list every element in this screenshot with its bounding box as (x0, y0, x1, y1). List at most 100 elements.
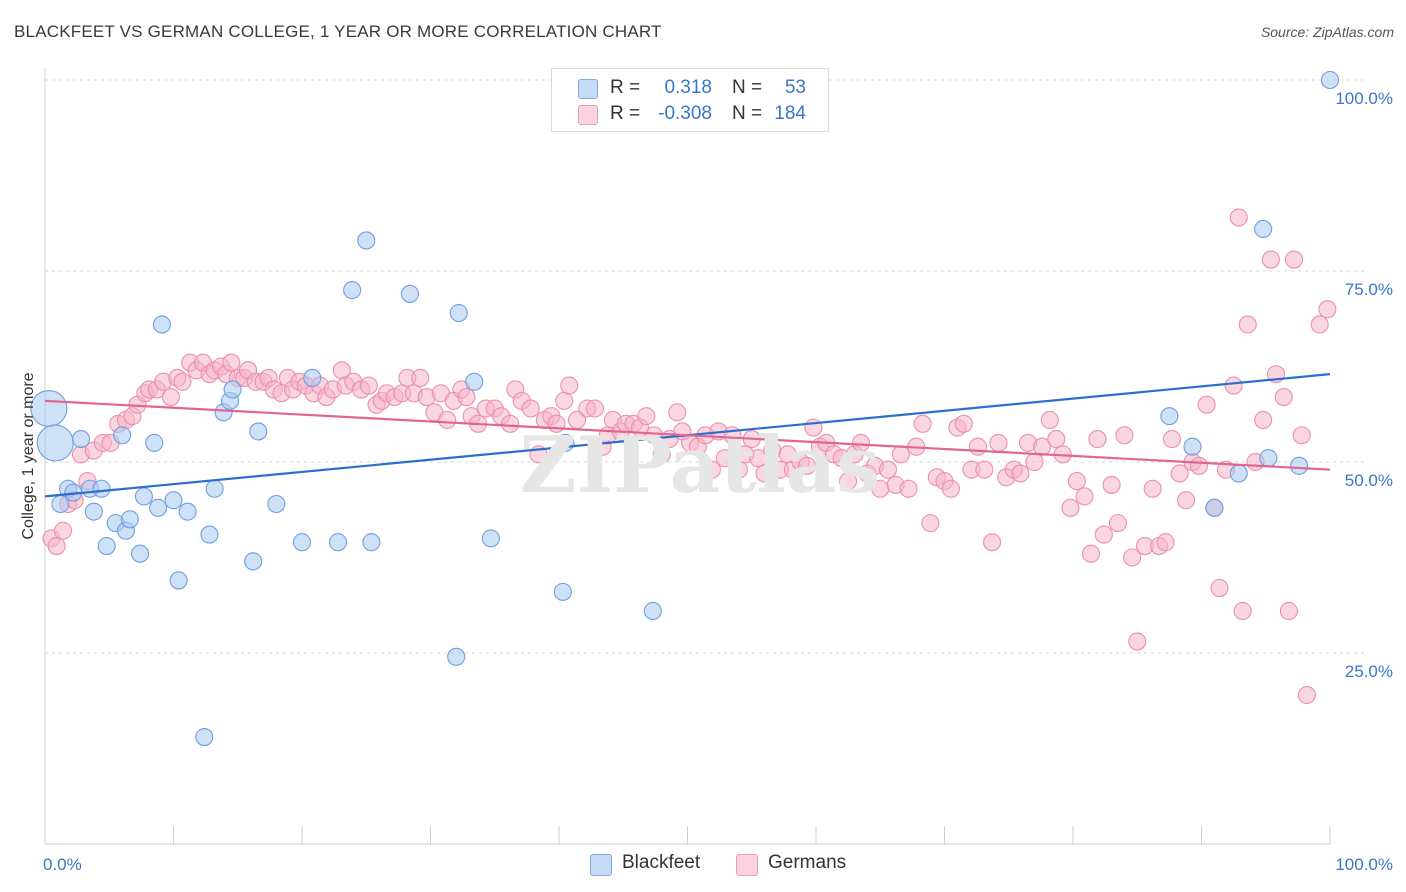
point-germans (668, 403, 687, 422)
point-germans (501, 414, 520, 433)
point-germans (1170, 464, 1189, 483)
point-germans (1081, 544, 1101, 563)
correlation-legend: R = 0.318 N = 53 R = -0.308 N = 184 (551, 68, 829, 132)
legend-r-label: R = (610, 77, 641, 98)
point-germans (1047, 430, 1066, 449)
point-blackfeet (195, 727, 214, 747)
point-germans (53, 521, 73, 540)
point-germans (585, 399, 605, 418)
point-blackfeet (267, 494, 286, 514)
trend-line-germans (44, 399, 1331, 471)
point-germans (1274, 388, 1293, 407)
point-germans (438, 410, 457, 430)
point-germans (555, 391, 574, 410)
point-blackfeet (465, 372, 484, 391)
point-germans (1162, 430, 1181, 449)
point-germans (1292, 426, 1311, 445)
point-germans (1088, 430, 1107, 449)
point-blackfeet (481, 529, 500, 548)
data-points (30, 70, 1340, 747)
legend-label-germans: Germans (768, 852, 847, 873)
y-tick-label: 75.0% (1345, 280, 1393, 299)
point-blackfeet (134, 487, 153, 506)
point-germans (1238, 315, 1257, 334)
point-blackfeet (169, 571, 188, 590)
legend-n-label: N = (732, 103, 763, 124)
point-germans (411, 368, 430, 388)
legend-swatch-germans (736, 854, 758, 876)
legend-r-value: -0.308 (658, 103, 712, 124)
point-blackfeet (328, 533, 348, 552)
point-germans (1094, 525, 1113, 544)
point-germans (1115, 426, 1134, 445)
point-germans (797, 456, 817, 475)
legend-swatch-blackfeet (590, 854, 612, 876)
point-germans (1143, 479, 1162, 498)
point-germans (1297, 685, 1316, 705)
point-germans (1261, 250, 1280, 269)
point-blackfeet (97, 536, 116, 556)
point-germans (941, 479, 960, 498)
point-germans (222, 353, 241, 372)
point-germans (1025, 452, 1044, 472)
point-blackfeet (145, 433, 164, 452)
point-blackfeet (113, 426, 132, 445)
x-tick-label: 0.0% (43, 855, 82, 874)
point-blackfeet (200, 525, 219, 544)
legend-row-germans: R = -0.308 N = 184 (552, 101, 828, 127)
point-germans (878, 460, 898, 479)
point-germans (173, 372, 192, 391)
tick-labels: 25.0% 50.0% 75.0% 100.0% 0.0% 100.0% College, … (20, 89, 1393, 874)
point-blackfeet (343, 281, 362, 300)
point-blackfeet (223, 380, 242, 399)
point-germans (1123, 548, 1142, 567)
point-blackfeet (249, 422, 268, 441)
legend-r-value: 0.318 (664, 77, 712, 98)
point-blackfeet (36, 424, 74, 462)
point-blackfeet (131, 544, 150, 563)
point-blackfeet (292, 533, 312, 552)
y-axis-title: College, 1 year or more (20, 372, 37, 539)
point-germans (161, 388, 180, 407)
chart-title: BLACKFEET VS GERMAN COLLEGE, 1 YEAR OR M… (14, 22, 662, 41)
point-germans (1177, 491, 1196, 510)
point-germans (1310, 315, 1329, 334)
point-germans (1318, 300, 1337, 319)
point-germans (1233, 601, 1252, 621)
legend-swatch-blackfeet (578, 79, 598, 99)
point-germans (851, 433, 871, 452)
point-blackfeet (1290, 456, 1309, 475)
point-blackfeet (553, 582, 572, 601)
point-germans (1108, 514, 1128, 533)
point-blackfeet (244, 552, 263, 571)
point-blackfeet (152, 315, 171, 334)
point-germans (1011, 464, 1030, 483)
point-germans (899, 479, 918, 498)
point-blackfeet (643, 601, 662, 621)
chart-source: Source: ZipAtlas.com (1260, 24, 1394, 40)
legend-n-label: N = (732, 77, 763, 98)
point-germans (954, 414, 973, 433)
point-blackfeet (92, 479, 111, 498)
y-tick-label: 50.0% (1345, 471, 1393, 490)
point-blackfeet (1205, 498, 1224, 517)
point-blackfeet (84, 502, 103, 521)
point-germans (457, 388, 476, 407)
point-germans (1284, 250, 1304, 269)
point-germans (839, 472, 858, 491)
gridlines (45, 79, 1365, 654)
point-blackfeet (1320, 70, 1340, 90)
point-blackfeet (71, 430, 91, 449)
point-germans (1156, 533, 1175, 552)
watermark-logo: ZIPatlas (520, 420, 881, 511)
point-germans (891, 445, 910, 464)
point-germans (729, 460, 748, 479)
point-germans (1254, 410, 1273, 430)
point-germans (560, 376, 579, 395)
point-germans (702, 460, 721, 479)
point-blackfeet (149, 498, 168, 517)
point-blackfeet (303, 368, 322, 388)
point-germans (359, 376, 378, 395)
point-blackfeet (1259, 449, 1278, 468)
y-tick-label: 25.0% (1345, 662, 1393, 681)
